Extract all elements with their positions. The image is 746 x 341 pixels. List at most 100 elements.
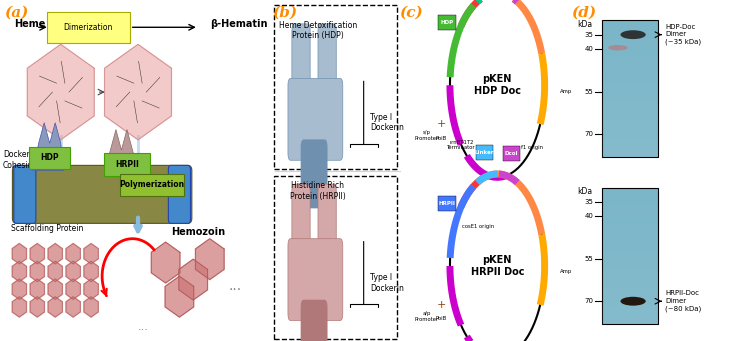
Polygon shape [30, 261, 45, 282]
FancyBboxPatch shape [104, 153, 151, 176]
Text: kDa: kDa [577, 20, 593, 29]
FancyBboxPatch shape [47, 12, 130, 43]
FancyBboxPatch shape [439, 196, 456, 211]
Polygon shape [84, 279, 98, 299]
Text: pKEN
HDP Doc: pKEN HDP Doc [474, 74, 521, 96]
Text: HDP: HDP [40, 153, 59, 162]
Text: PoiB: PoiB [436, 316, 447, 321]
FancyBboxPatch shape [301, 300, 327, 341]
FancyBboxPatch shape [29, 147, 70, 169]
Text: 70: 70 [584, 131, 594, 137]
Polygon shape [104, 44, 172, 140]
Text: Type I
Dockerin: Type I Dockerin [370, 273, 404, 293]
FancyBboxPatch shape [602, 269, 659, 279]
Text: kDa: kDa [577, 187, 593, 196]
Text: 40: 40 [585, 46, 594, 52]
FancyBboxPatch shape [602, 188, 659, 324]
Text: s/p
Promoter: s/p Promoter [414, 130, 439, 141]
Polygon shape [66, 297, 81, 317]
Text: ...: ... [228, 279, 241, 294]
Text: PoiB: PoiB [436, 136, 447, 140]
Text: HRPII: HRPII [439, 201, 456, 206]
Text: cosE1 origin: cosE1 origin [462, 224, 494, 229]
Text: Scaffolding Protein: Scaffolding Protein [11, 224, 84, 233]
Text: (a): (a) [4, 6, 28, 20]
Text: pKEN
HRPII Doc: pKEN HRPII Doc [471, 255, 524, 277]
FancyBboxPatch shape [602, 102, 659, 112]
Text: 70: 70 [584, 298, 594, 304]
Polygon shape [48, 297, 63, 317]
FancyBboxPatch shape [602, 148, 659, 157]
Text: Heme: Heme [13, 19, 46, 29]
Text: Dimerization: Dimerization [63, 23, 113, 32]
Polygon shape [12, 243, 27, 264]
Text: β-Hematin: β-Hematin [210, 19, 267, 29]
Text: Amp: Amp [560, 89, 571, 93]
FancyBboxPatch shape [503, 146, 520, 161]
Polygon shape [48, 243, 63, 264]
FancyBboxPatch shape [318, 24, 336, 99]
Text: HDP: HDP [440, 20, 454, 26]
FancyBboxPatch shape [602, 279, 659, 287]
Text: +: + [436, 300, 446, 310]
Polygon shape [195, 239, 224, 280]
Polygon shape [179, 259, 207, 300]
FancyBboxPatch shape [120, 174, 184, 196]
Text: f1 origin: f1 origin [521, 145, 543, 150]
FancyBboxPatch shape [288, 78, 343, 160]
FancyBboxPatch shape [602, 130, 659, 139]
Polygon shape [12, 297, 27, 317]
Polygon shape [151, 242, 180, 283]
Text: Amp: Amp [560, 269, 571, 274]
Ellipse shape [621, 30, 646, 39]
FancyBboxPatch shape [169, 165, 190, 223]
Text: rrnBT1T2
Terminator: rrnBT1T2 Terminator [447, 139, 476, 150]
Text: (c): (c) [399, 6, 423, 20]
Text: (d): (d) [571, 6, 596, 20]
FancyBboxPatch shape [13, 165, 36, 223]
FancyBboxPatch shape [602, 287, 659, 297]
Text: 40: 40 [585, 213, 594, 219]
Polygon shape [12, 279, 27, 299]
FancyBboxPatch shape [301, 140, 327, 208]
FancyBboxPatch shape [602, 112, 659, 120]
Text: HRPII: HRPII [115, 160, 139, 169]
FancyBboxPatch shape [476, 145, 493, 160]
Polygon shape [66, 243, 81, 264]
Text: Histidine Rich
Protein (HRPII): Histidine Rich Protein (HRPII) [290, 181, 346, 201]
Polygon shape [66, 261, 81, 282]
Ellipse shape [608, 45, 628, 50]
Text: 55: 55 [585, 256, 594, 262]
Polygon shape [48, 279, 63, 299]
Polygon shape [48, 261, 63, 282]
FancyBboxPatch shape [288, 239, 343, 321]
Text: 55: 55 [585, 89, 594, 94]
Polygon shape [12, 261, 27, 282]
FancyBboxPatch shape [602, 20, 659, 157]
Text: HDP-Doc
Dimer
(~35 kDa): HDP-Doc Dimer (~35 kDa) [665, 24, 701, 45]
FancyBboxPatch shape [602, 315, 659, 324]
FancyBboxPatch shape [602, 306, 659, 315]
Text: (b): (b) [272, 6, 298, 20]
Polygon shape [84, 297, 98, 317]
Text: Dockerin
Cohesin: Dockerin Cohesin [3, 150, 37, 170]
Text: 35: 35 [585, 32, 594, 38]
FancyBboxPatch shape [292, 24, 310, 99]
Polygon shape [66, 279, 81, 299]
Text: Polymerization: Polymerization [119, 180, 184, 189]
FancyBboxPatch shape [602, 120, 659, 130]
FancyBboxPatch shape [318, 184, 336, 259]
Polygon shape [84, 243, 98, 264]
Polygon shape [28, 44, 94, 140]
Text: Type I
Dockerin: Type I Dockerin [370, 113, 404, 132]
Polygon shape [33, 123, 63, 170]
Polygon shape [165, 276, 194, 317]
Polygon shape [30, 243, 45, 264]
FancyBboxPatch shape [292, 184, 310, 259]
Text: +: + [436, 119, 446, 130]
Polygon shape [30, 297, 45, 317]
Text: Linker: Linker [474, 150, 494, 155]
Text: Hemozoin: Hemozoin [171, 227, 225, 237]
FancyBboxPatch shape [13, 165, 192, 223]
Text: HRPII-Doc
Dimer
(~80 kDa): HRPII-Doc Dimer (~80 kDa) [665, 291, 701, 312]
